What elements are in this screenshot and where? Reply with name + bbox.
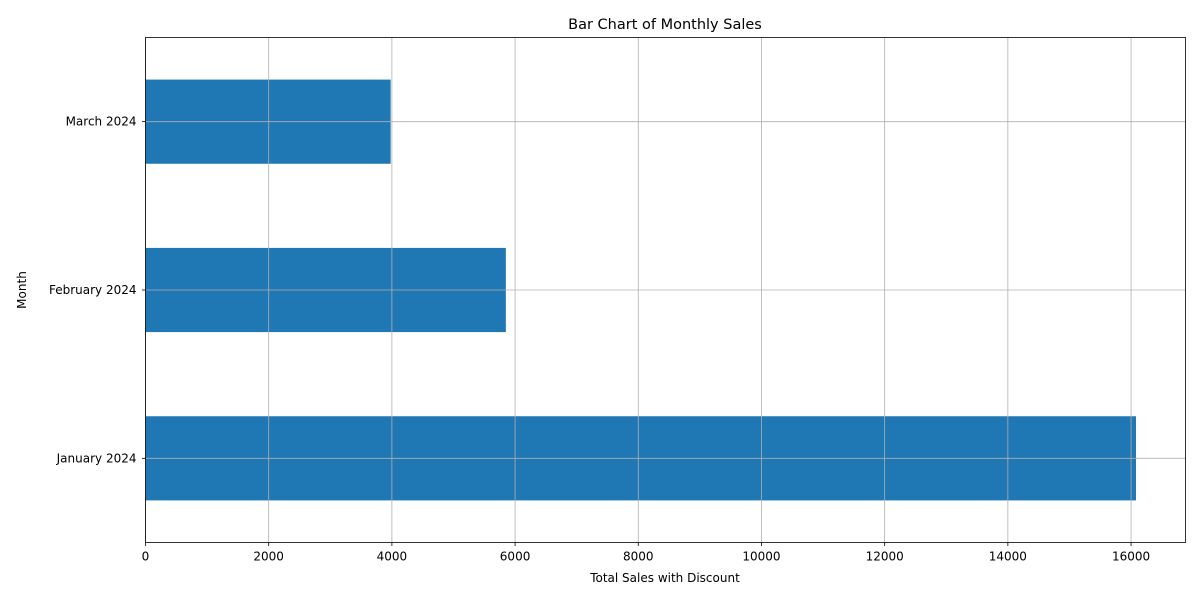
x-tick-label: 0 xyxy=(142,550,150,564)
grid-layer xyxy=(145,37,1186,543)
x-tick-label: 12000 xyxy=(866,550,904,564)
y-tick-label: February 2024 xyxy=(49,283,137,297)
x-tick-label: 16000 xyxy=(1112,550,1150,564)
x-tick-label: 4000 xyxy=(377,550,408,564)
x-tick-label: 8000 xyxy=(623,550,654,564)
x-axis-label: Total Sales with Discount xyxy=(589,571,740,585)
y-tick-label: March 2024 xyxy=(66,115,137,129)
x-tick-label: 14000 xyxy=(989,550,1027,564)
x-ticks: 0 2000 4000 6000 8000 10000 12000 14000 16000 xyxy=(142,542,1150,564)
y-tick-label: January 2024 xyxy=(56,451,137,465)
x-tick-label: 10000 xyxy=(742,550,780,564)
y-ticks: January 2024 February 2024 March 2024 xyxy=(49,115,146,465)
y-axis-label: Month xyxy=(15,271,29,309)
x-tick-label: 2000 xyxy=(253,550,284,564)
chart-title: Bar Chart of Monthly Sales xyxy=(568,17,762,33)
x-tick-label: 6000 xyxy=(500,550,531,564)
